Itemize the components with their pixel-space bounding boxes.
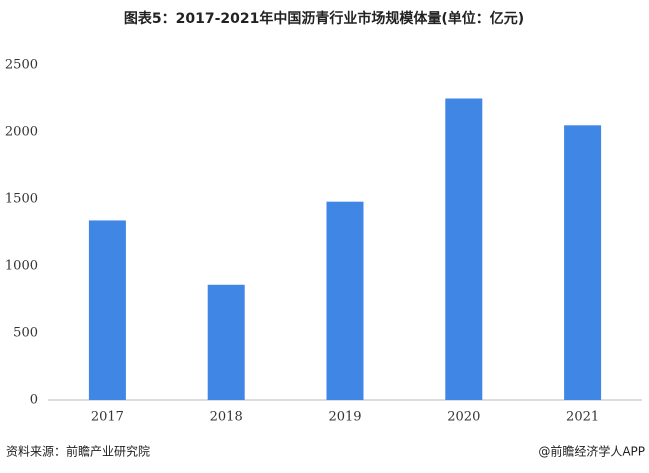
x-tick-label: 2019 [328, 410, 361, 425]
bar [564, 125, 602, 401]
y-tick-label: 1500 [5, 192, 38, 207]
credit: @前瞻经济学人APP [538, 444, 645, 459]
bar [88, 220, 126, 400]
y-tick-label: 1000 [5, 259, 38, 274]
y-tick-label: 2000 [5, 125, 38, 140]
bar [207, 284, 245, 400]
y-tick-label: 0 [30, 393, 38, 408]
bar [326, 201, 364, 400]
source-note: 资料来源：前瞻产业研究院 [6, 444, 150, 459]
x-tick-label: 2018 [210, 410, 243, 425]
x-tick-label: 2020 [447, 410, 480, 425]
y-tick-label: 500 [13, 326, 38, 341]
y-tick-label: 2500 [5, 58, 38, 73]
bar [445, 98, 483, 400]
x-tick-label: 2017 [91, 410, 124, 425]
chart-title: 图表5：2017-2021年中国沥青行业市场规模体量(单位：亿元) [124, 10, 524, 27]
x-tick-label: 2021 [566, 410, 599, 425]
